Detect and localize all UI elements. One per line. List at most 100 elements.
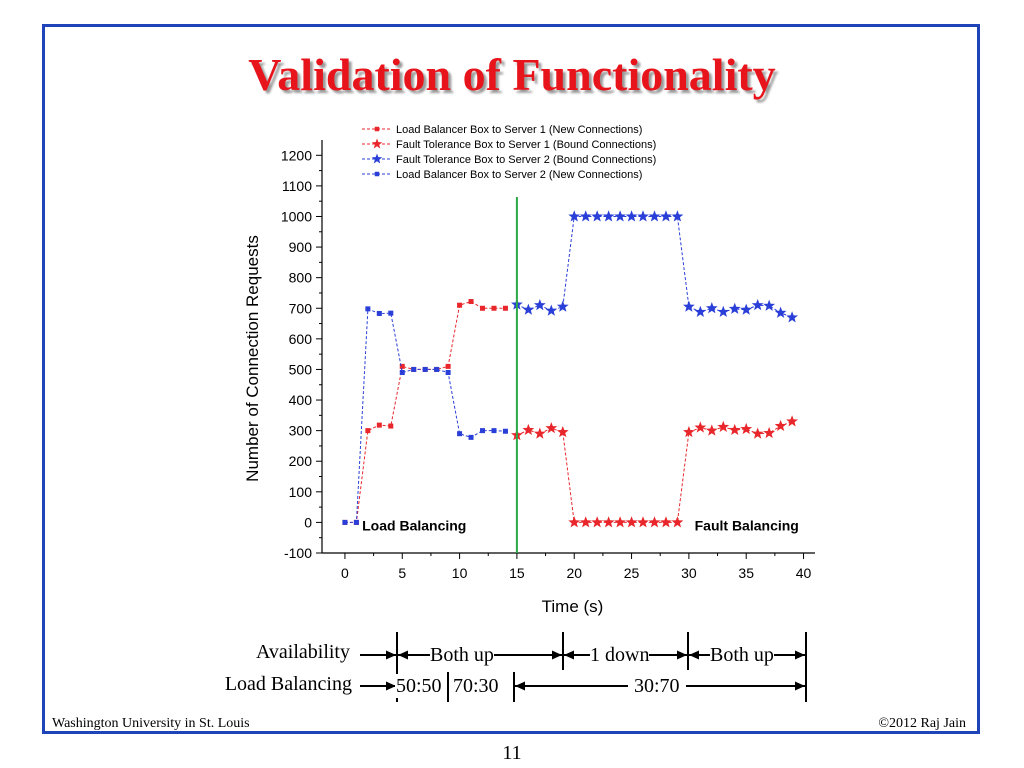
series-4-line: [344, 308, 506, 523]
y-tick-label-800: 800: [289, 270, 313, 286]
series-3-point: [556, 300, 569, 312]
series-1-point: [445, 363, 451, 369]
series-3-point: [751, 299, 764, 311]
series-3-point: [763, 299, 776, 311]
series-2-point: [522, 423, 535, 436]
series-4-point: [480, 428, 486, 434]
series-2-point: [614, 516, 626, 528]
series-1-point: [502, 305, 508, 311]
y-tick-label-400: 400: [289, 392, 313, 408]
series-1-point: [399, 363, 405, 369]
series-4: [342, 306, 508, 525]
series-1-point: [491, 305, 497, 311]
footer-institution: Washington University in St. Louis: [52, 716, 250, 731]
series-2-point: [671, 516, 684, 528]
series-2-point: [602, 516, 615, 528]
series-2-point: [694, 421, 707, 433]
series-4-point: [399, 370, 405, 376]
y-tick-label-1200: 1200: [281, 147, 312, 163]
series-3-point: [786, 311, 798, 323]
slide-frame: [42, 24, 980, 734]
series-2-point: [774, 419, 787, 432]
ratio-30-70: 30:70: [628, 674, 686, 698]
series-3-point: [545, 304, 558, 316]
legend-swatch-marker: [374, 126, 380, 132]
page-number: 11: [502, 742, 522, 764]
series-4-point: [468, 434, 474, 440]
series-3-point: [614, 210, 626, 222]
x-tick-label-40: 40: [796, 565, 812, 581]
series-4-point: [411, 366, 417, 372]
series-1-point: [457, 302, 463, 308]
y-tick-label-100: 100: [289, 484, 313, 500]
ratio-70-30: 70:30: [452, 674, 500, 698]
series-1-point: [468, 299, 474, 305]
series-4-point: [491, 428, 497, 434]
series-1-point: [480, 305, 486, 311]
y-tick-label-1000: 1000: [281, 208, 312, 224]
y-tick-label-0: 0: [304, 514, 312, 530]
series-3-point: [717, 305, 730, 317]
series-4-point: [388, 310, 394, 316]
x-tick-label-20: 20: [566, 565, 582, 581]
series-4-point: [376, 310, 382, 316]
series-3-point: [774, 306, 787, 318]
legend-swatch-marker: [371, 153, 383, 164]
legend-label: Fault Tolerance Box to Server 1 (Bound C…: [396, 139, 656, 151]
series-2-point: [533, 427, 546, 439]
availability-arrow-both-up-2-tail: [689, 650, 699, 660]
ratio-arrow-30-70-tail: [515, 681, 525, 691]
series-3-point: [568, 210, 581, 222]
load-balancing-arrow-in-head: [386, 681, 396, 691]
availability-arrow-in-head: [386, 650, 396, 660]
ratio-arrow-30-70-head: [795, 681, 805, 691]
series-4-point: [365, 306, 371, 312]
series-2-point: [728, 423, 741, 436]
legend-label: Load Balancer Box to Server 1 (New Conne…: [396, 124, 642, 136]
legend-entry-2: Fault Tolerance Box to Server 1 (Bound C…: [362, 138, 656, 151]
series-2-point: [625, 516, 638, 528]
y-axis-label: Number of Connection Requests: [243, 235, 262, 482]
series-2-line: [516, 421, 793, 523]
series-3-point: [602, 210, 615, 222]
legend-swatch-marker: [374, 171, 380, 177]
x-tick-label-35: 35: [738, 565, 754, 581]
series-2-point: [786, 415, 798, 427]
x-tick-label-5: 5: [398, 565, 406, 581]
series-3-line: [516, 216, 793, 318]
series-3-point: [625, 210, 638, 222]
y-tick-label-300: 300: [289, 423, 313, 439]
series-2-point: [740, 422, 753, 435]
ratio-50-50: 50:50: [395, 674, 443, 698]
series-2-point: [545, 421, 558, 434]
availability-label: Availability: [180, 640, 350, 664]
series-3-point: [648, 210, 661, 222]
x-tick-label-10: 10: [452, 565, 468, 581]
series-3-point: [728, 302, 741, 314]
y-tick-label-600: 600: [289, 331, 313, 347]
x-axis-label: Time (s): [542, 597, 604, 616]
series-2-point: [682, 425, 695, 438]
availability-arrow-one-down-tail: [564, 650, 574, 660]
y-tick-label--100: -100: [284, 545, 312, 561]
availability-segment-one-down: 1 down: [590, 643, 650, 667]
series-1-point: [365, 428, 371, 434]
legend-entry-4: Load Balancer Box to Server 2 (New Conne…: [362, 169, 642, 181]
y-tick-label-900: 900: [289, 239, 313, 255]
series-4-point: [445, 370, 451, 376]
y-tick-label-200: 200: [289, 453, 313, 469]
availability-arrow-both-up-1-head: [552, 650, 562, 660]
series-4-point: [457, 431, 463, 437]
y-tick-label-500: 500: [289, 361, 313, 377]
legend-label: Load Balancer Box to Server 2 (New Conne…: [396, 169, 642, 181]
series-3-point: [591, 210, 604, 222]
series-2-point: [705, 424, 718, 436]
availability-arrow-both-up-2-head: [795, 650, 805, 660]
availability-arrow-in: [360, 650, 396, 660]
series-2-point: [763, 426, 776, 439]
series-1-point: [388, 423, 394, 429]
series-1-point: [376, 422, 382, 428]
series-1: [342, 299, 508, 525]
y-tick-label-700: 700: [289, 300, 313, 316]
